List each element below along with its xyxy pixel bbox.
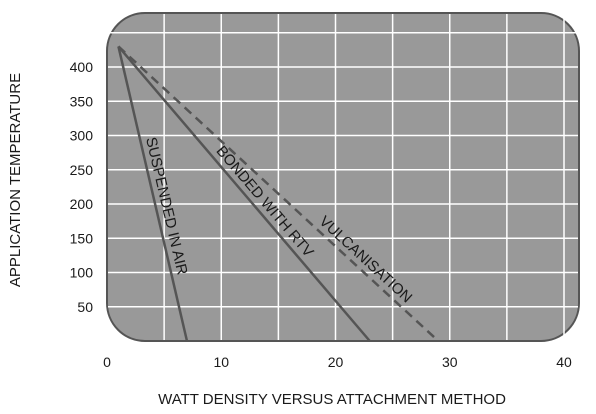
y-tick-label: 400 [70, 59, 94, 75]
x-tick-label: 20 [328, 354, 344, 370]
x-tick-label: 30 [442, 354, 458, 370]
series-line-suspended-in-air [117, 46, 189, 342]
series-line-vulcanisation [117, 45, 440, 342]
y-tick-label: 100 [70, 265, 94, 281]
plot-area [106, 12, 580, 342]
y-tick-label: 200 [70, 196, 94, 212]
y-tick-label: 250 [70, 162, 94, 178]
x-tick-labels: 0 10 20 30 40 [103, 354, 572, 370]
series-line-bonded-with-rtv [117, 45, 371, 342]
y-tick-label: 350 [70, 93, 94, 109]
y-tick-labels: 50 100 150 200 250 300 350 400 [70, 59, 94, 315]
y-tick-label: 50 [77, 299, 93, 315]
x-tick-label: 40 [556, 354, 572, 370]
y-tick-label: 150 [70, 230, 94, 246]
x-axis-label: WATT DENSITY VERSUS ATTACHMENT METHOD [158, 391, 506, 408]
x-tick-label: 0 [103, 354, 111, 370]
y-tick-label: 300 [70, 128, 94, 144]
x-tick-label: 10 [213, 354, 229, 370]
y-axis-label: APPLICATION TEMPERATURE [7, 73, 24, 287]
series-group [117, 45, 440, 342]
grid [108, 14, 578, 340]
